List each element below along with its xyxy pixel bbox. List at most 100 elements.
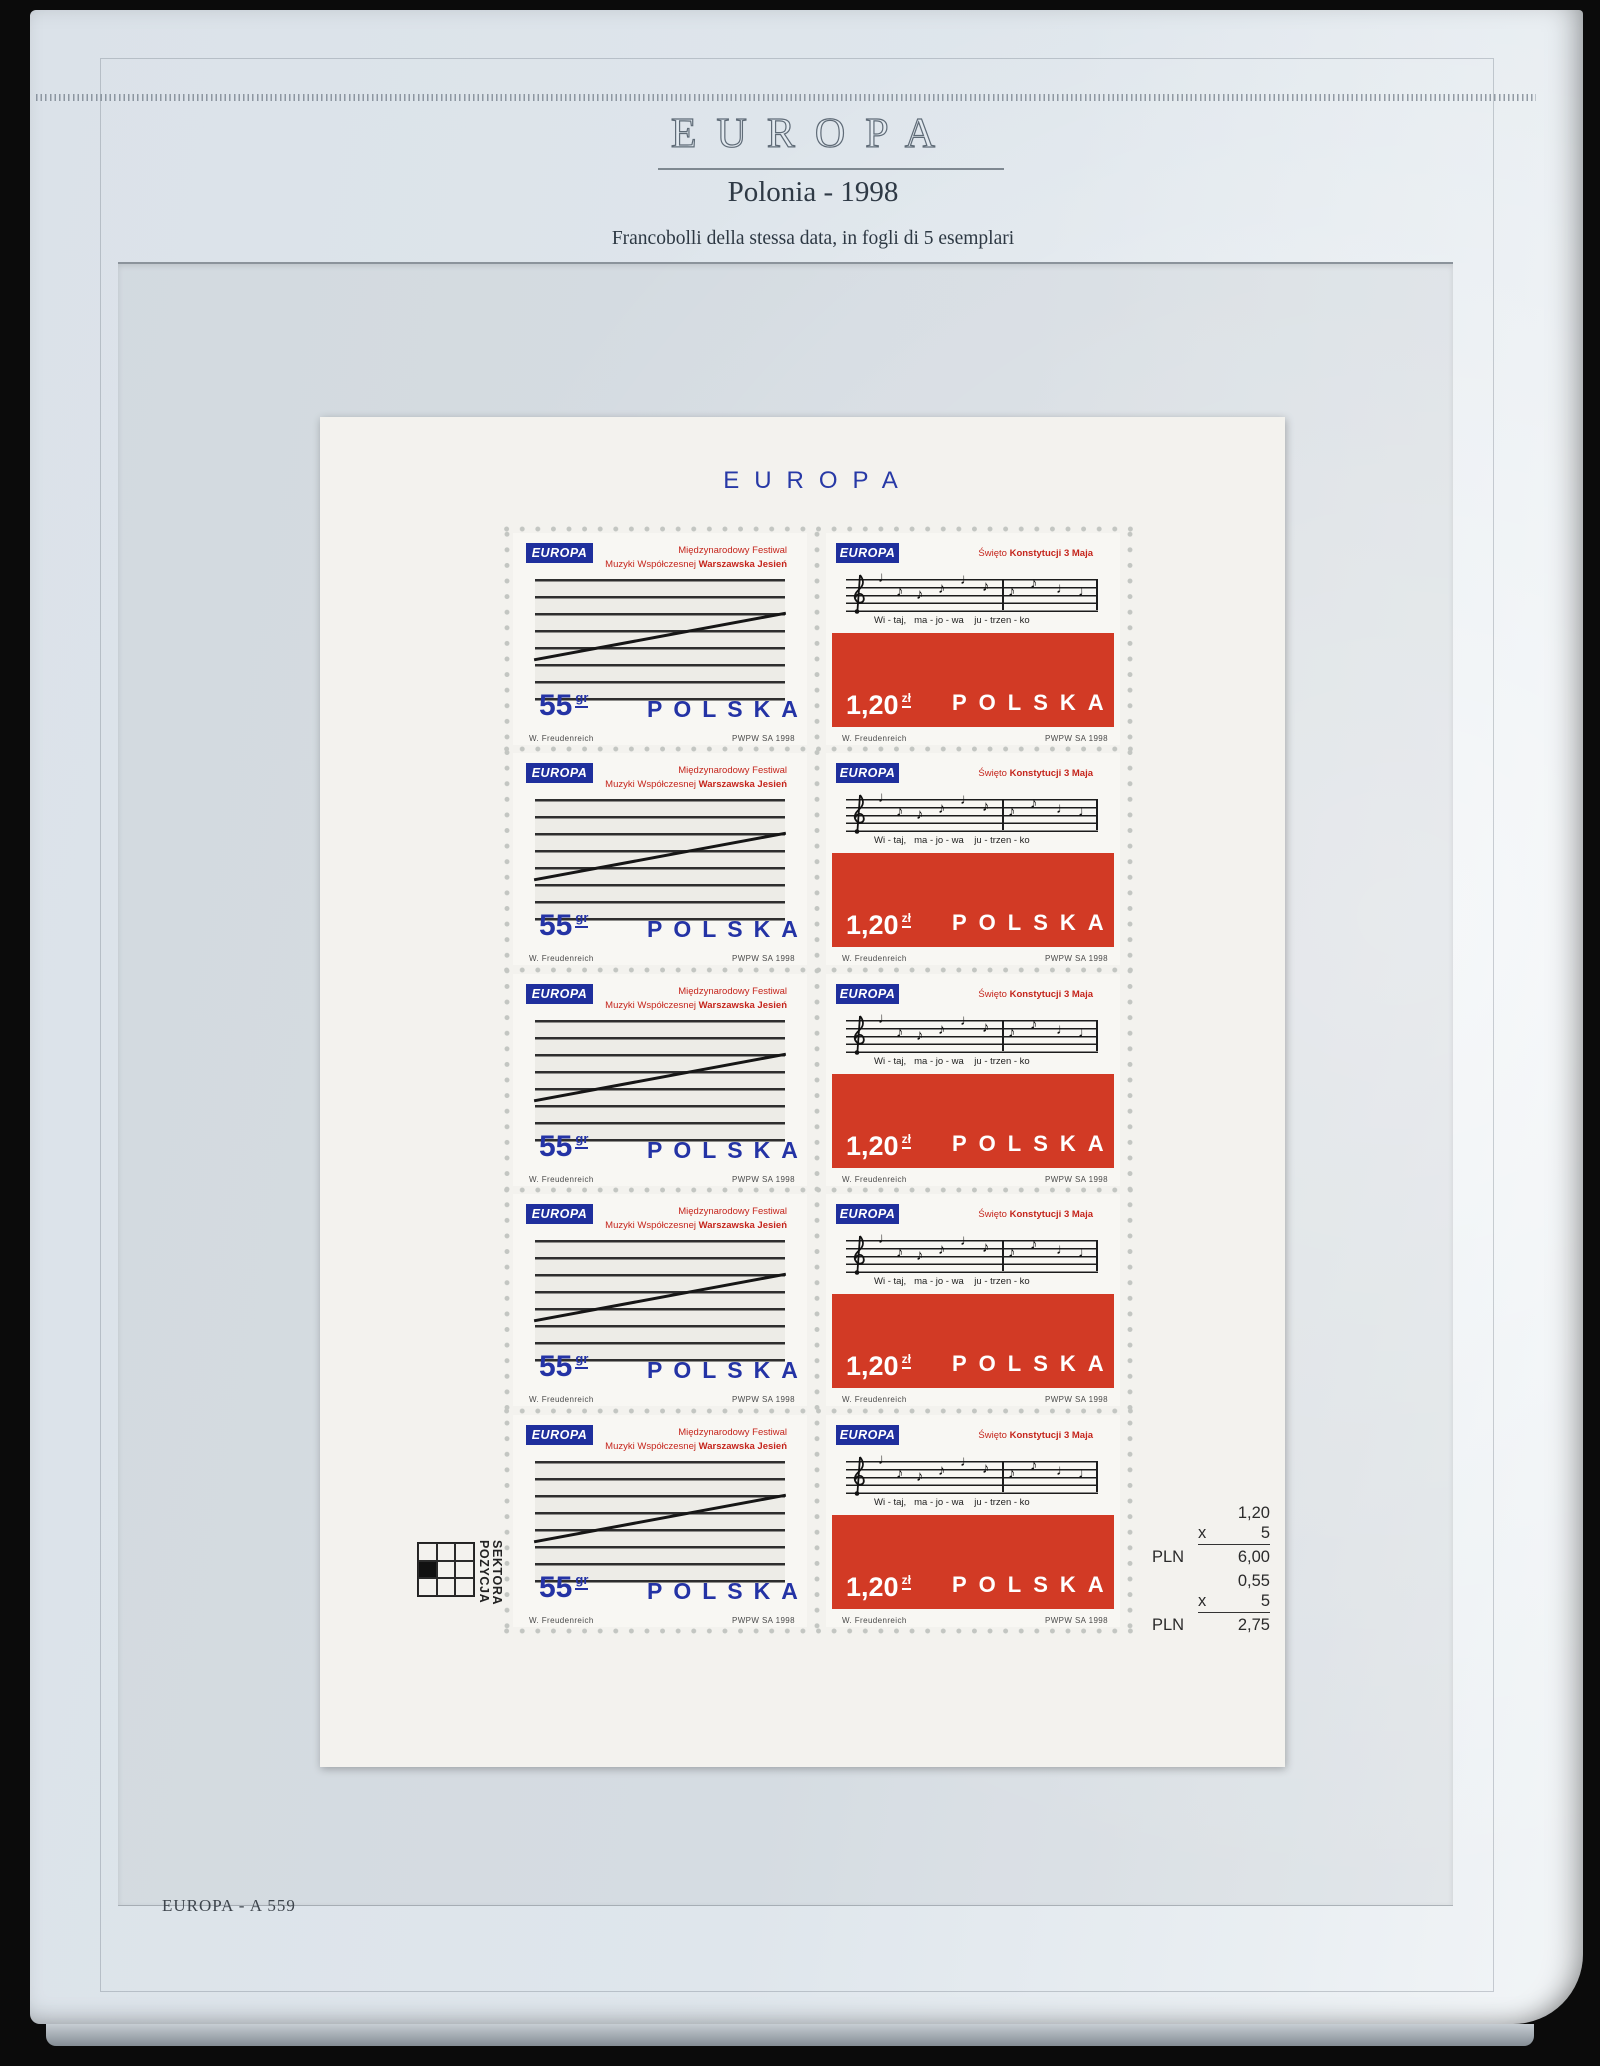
printer-imprint: PWPW SA 1998: [1044, 734, 1108, 743]
stamp-120zl-konstytucja: EUROPA Święto Konstytucji 3 Maja ♩ ♪ ♪ ♪ ♩ ♪ ♪…: [826, 753, 1120, 965]
designer-imprint: W. Freudenreich: [529, 1616, 594, 1625]
country-name: POLSKA: [952, 690, 1116, 715]
europa-cept-logo: EUROPA: [526, 543, 593, 563]
note-glyph: ♪: [1008, 803, 1016, 820]
country-name: POLSKA: [647, 1137, 809, 1163]
calc-multiplier-row: x 5: [1198, 1591, 1270, 1613]
note-glyph: ♩: [878, 569, 893, 586]
europa-cept-logo: EUROPA: [526, 1204, 593, 1224]
stamp-120zl-konstytucja: EUROPA Święto Konstytucji 3 Maja ♩ ♪ ♪ ♪ ♩ ♪ ♪…: [826, 974, 1120, 1186]
stamp-caption: Święto Konstytucji 3 Maja: [978, 768, 1093, 779]
staff-lines-artwork: [533, 579, 787, 701]
stamp-55gr-warszawska-jesien: EUROPA Międzynarodowy Festiwal Muzyki Ws…: [513, 974, 807, 1186]
red-value-panel: 1,20 zł POLSKA: [832, 853, 1114, 947]
barline: [1096, 1461, 1098, 1492]
catalog-reference: EUROPA - A 559: [162, 1896, 296, 1915]
note-glyph: ♩: [1056, 1462, 1071, 1479]
denomination: 55 gr: [539, 909, 589, 942]
decorative-dashed-rule: [36, 94, 1536, 101]
note-glyph: ♪: [1008, 1024, 1016, 1041]
stamp-120zl-konstytucja: EUROPA Święto Konstytucji 3 Maja ♩ ♪ ♪ ♪ ♩ ♪ ♪…: [826, 1415, 1120, 1627]
note-glyph: ♩: [960, 571, 975, 588]
note-glyph: ♪: [938, 580, 946, 597]
europa-cept-logo: EUROPA: [836, 984, 899, 1004]
calc-value: 0,55: [1237, 1572, 1270, 1590]
calc-multiplier-row: x 5: [1198, 1523, 1270, 1545]
lyrics: Wi - taj, ma - jo - wa ju - trzen - ko: [874, 1497, 1030, 1508]
calc-value: 1,20: [1237, 1504, 1270, 1522]
europa-cept-logo: EUROPA: [836, 1425, 899, 1445]
perforation-column: [503, 525, 511, 1635]
printer-imprint: PWPW SA 1998: [731, 1175, 795, 1184]
printer-imprint: PWPW SA 1998: [1044, 1616, 1108, 1625]
printer-imprint: PWPW SA 1998: [731, 1616, 795, 1625]
treble-clef-icon: [853, 1235, 865, 1275]
stamp-caption: Międzynarodowy Festiwal Muzyki Współczes…: [605, 765, 787, 790]
stamp-sheet: EUROPA POZYCJA SEKTORA 1,20 x 5: [320, 417, 1285, 1767]
sector-grid-labels: POZYCJA SEKTORA: [477, 1540, 504, 1606]
lyrics: Wi - taj, ma - jo - wa ju - trzen - ko: [874, 1276, 1030, 1287]
music-staff: ♩ ♪ ♪ ♪ ♩ ♪ ♪ ♪ ♩ ♩: [846, 790, 1098, 834]
designer-imprint: W. Freudenreich: [529, 1395, 594, 1404]
note-glyph: ♪: [896, 803, 904, 820]
barline: [1096, 1020, 1098, 1051]
album-page: EUROPA Polonia - 1998 Francobolli della …: [30, 10, 1583, 2024]
note-glyph: ♪: [1030, 1016, 1038, 1033]
barline: [1002, 1461, 1004, 1492]
note-glyph: ♪: [1030, 575, 1038, 592]
note-glyph: ♪: [896, 1024, 904, 1041]
diagonal-line: [533, 1493, 787, 1544]
barline: [1002, 579, 1004, 610]
designer-imprint: W. Freudenreich: [842, 734, 907, 743]
country-name: POLSKA: [647, 916, 809, 942]
treble-clef-icon: [853, 1015, 865, 1055]
stamp-120zl-konstytucja: EUROPA Święto Konstytucji 3 Maja ♩ ♪ ♪ ♪ ♩ ♪ ♪…: [826, 533, 1120, 745]
note-glyph: ♪: [1008, 1244, 1016, 1261]
note-glyph: ♩: [1056, 580, 1071, 597]
note-glyph: ♪: [896, 1244, 904, 1261]
barline: [1002, 799, 1004, 830]
title-underline: [658, 168, 1004, 170]
red-value-panel: 1,20 zł POLSKA: [832, 1294, 1114, 1388]
note-glyph: ♩: [1078, 1244, 1093, 1261]
stamp-row: EUROPA Międzynarodowy Festiwal Muzyki Ws…: [320, 1194, 1285, 1406]
perforation-column: [1126, 525, 1134, 1635]
note-glyph: ♪: [1030, 1236, 1038, 1253]
sector-label-sektora: SEKTORA: [490, 1540, 504, 1606]
sector-label-pozycja: POZYCJA: [477, 1540, 491, 1604]
note-glyph: ♩: [960, 791, 975, 808]
barline: [1002, 1240, 1004, 1271]
lyrics: Wi - taj, ma - jo - wa ju - trzen - ko: [874, 835, 1030, 846]
designer-imprint: W. Freudenreich: [529, 954, 594, 963]
printer-imprint: PWPW SA 1998: [1044, 954, 1108, 963]
note-glyph: ♩: [878, 1230, 893, 1247]
note-glyph: ♩: [1056, 1021, 1071, 1038]
note-glyph: ♪: [916, 806, 924, 823]
red-value-panel: 1,20 zł POLSKA: [832, 1515, 1114, 1609]
note-glyph: ♩: [1078, 803, 1093, 820]
red-value-panel: 1,20 zł POLSKA: [832, 1074, 1114, 1168]
note-glyph: ♩: [1078, 583, 1093, 600]
note-glyph: ♪: [982, 798, 990, 815]
red-value-panel: 1,20 zł POLSKA: [832, 633, 1114, 727]
stamp-row: EUROPA Międzynarodowy Festiwal Muzyki Ws…: [320, 974, 1285, 1186]
denomination: 1,20 zł: [846, 1131, 911, 1161]
designer-imprint: W. Freudenreich: [529, 1175, 594, 1184]
sector-grid: [417, 1542, 475, 1597]
stamp-caption: Święto Konstytucji 3 Maja: [978, 548, 1093, 559]
value-calculation-1: 1,20 x 5 PLN 6,00: [1152, 1503, 1270, 1567]
note-glyph: ♪: [1030, 1457, 1038, 1474]
calc-result-row: PLN 6,00: [1152, 1548, 1270, 1566]
note-glyph: ♩: [878, 1451, 893, 1468]
note-glyph: ♩: [878, 789, 893, 806]
stamp-caption: Święto Konstytucji 3 Maja: [978, 1209, 1093, 1220]
lyrics: Wi - taj, ma - jo - wa ju - trzen - ko: [874, 615, 1030, 626]
note-glyph: ♪: [938, 1462, 946, 1479]
note-glyph: ♩: [960, 1232, 975, 1249]
stamp-caption: Święto Konstytucji 3 Maja: [978, 989, 1093, 1000]
note-glyph: ♪: [938, 800, 946, 817]
diagonal-line: [533, 831, 787, 882]
denomination: 1,20 zł: [846, 1351, 911, 1381]
country-name: POLSKA: [647, 696, 809, 722]
